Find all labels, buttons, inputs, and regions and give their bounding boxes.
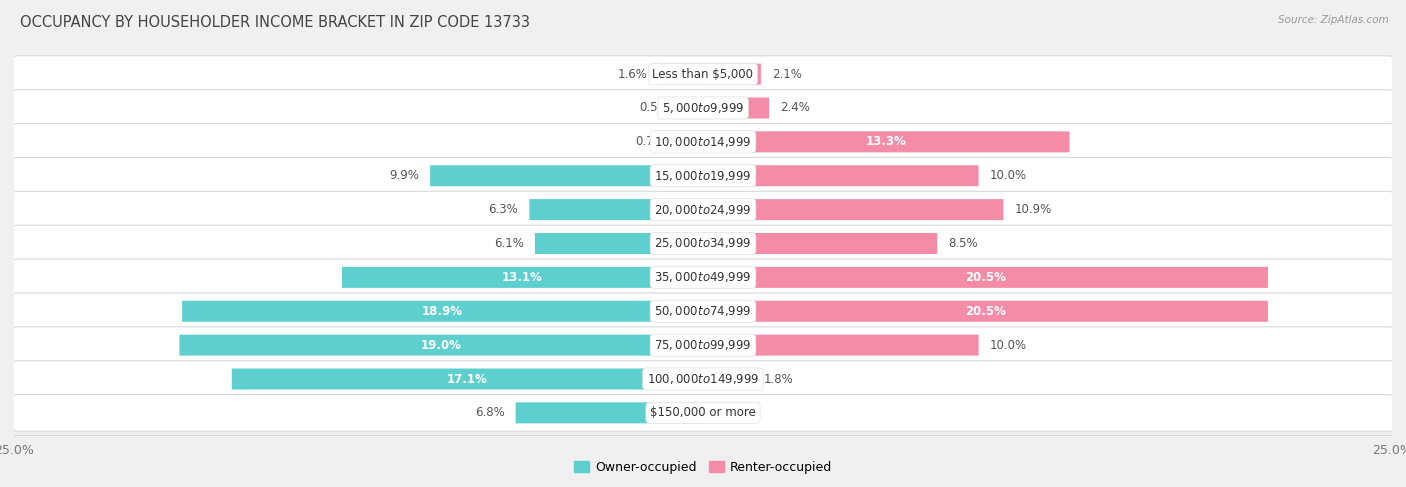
Text: $5,000 to $9,999: $5,000 to $9,999 (662, 101, 744, 115)
FancyBboxPatch shape (11, 259, 1395, 296)
FancyBboxPatch shape (688, 97, 703, 118)
FancyBboxPatch shape (703, 165, 979, 186)
Legend: Owner-occupied, Renter-occupied: Owner-occupied, Renter-occupied (568, 456, 838, 479)
Text: $10,000 to $14,999: $10,000 to $14,999 (654, 135, 752, 149)
FancyBboxPatch shape (11, 361, 1395, 397)
Text: 17.1%: 17.1% (447, 373, 488, 386)
Text: $50,000 to $74,999: $50,000 to $74,999 (654, 304, 752, 318)
Text: 10.0%: 10.0% (990, 169, 1026, 182)
FancyBboxPatch shape (11, 157, 1395, 194)
FancyBboxPatch shape (516, 402, 703, 423)
FancyBboxPatch shape (232, 369, 703, 390)
FancyBboxPatch shape (534, 233, 703, 254)
Text: $75,000 to $99,999: $75,000 to $99,999 (654, 338, 752, 352)
Text: $25,000 to $34,999: $25,000 to $34,999 (654, 237, 752, 250)
Text: $150,000 or more: $150,000 or more (650, 406, 756, 419)
FancyBboxPatch shape (11, 124, 1395, 160)
FancyBboxPatch shape (703, 233, 938, 254)
FancyBboxPatch shape (703, 369, 752, 390)
FancyBboxPatch shape (703, 97, 769, 118)
Text: 0.72%: 0.72% (636, 135, 672, 149)
FancyBboxPatch shape (11, 394, 1395, 431)
FancyBboxPatch shape (183, 301, 703, 322)
Text: 13.1%: 13.1% (502, 271, 543, 284)
FancyBboxPatch shape (11, 191, 1395, 228)
Text: $20,000 to $24,999: $20,000 to $24,999 (654, 203, 752, 217)
Text: 20.5%: 20.5% (965, 305, 1005, 318)
FancyBboxPatch shape (11, 90, 1395, 126)
Text: 0.0%: 0.0% (714, 406, 744, 419)
FancyBboxPatch shape (703, 64, 761, 85)
FancyBboxPatch shape (11, 225, 1395, 262)
Text: 18.9%: 18.9% (422, 305, 463, 318)
Text: 19.0%: 19.0% (420, 338, 461, 352)
Text: 10.0%: 10.0% (990, 338, 1026, 352)
Text: 1.8%: 1.8% (763, 373, 793, 386)
FancyBboxPatch shape (703, 131, 1070, 152)
FancyBboxPatch shape (11, 327, 1395, 363)
FancyBboxPatch shape (430, 165, 703, 186)
Text: 6.8%: 6.8% (475, 406, 505, 419)
Text: 6.3%: 6.3% (489, 203, 519, 216)
Text: 9.9%: 9.9% (389, 169, 419, 182)
Text: 8.5%: 8.5% (948, 237, 979, 250)
FancyBboxPatch shape (11, 56, 1395, 93)
Text: Source: ZipAtlas.com: Source: ZipAtlas.com (1278, 15, 1389, 25)
Text: 1.6%: 1.6% (619, 68, 648, 81)
Text: $15,000 to $19,999: $15,000 to $19,999 (654, 169, 752, 183)
Text: 20.5%: 20.5% (965, 271, 1005, 284)
Text: 10.9%: 10.9% (1014, 203, 1052, 216)
FancyBboxPatch shape (342, 267, 703, 288)
FancyBboxPatch shape (180, 335, 703, 356)
FancyBboxPatch shape (659, 64, 703, 85)
Text: 0.57%: 0.57% (640, 101, 676, 114)
Text: $35,000 to $49,999: $35,000 to $49,999 (654, 270, 752, 284)
FancyBboxPatch shape (703, 301, 1268, 322)
FancyBboxPatch shape (11, 293, 1395, 330)
Text: $100,000 to $149,999: $100,000 to $149,999 (647, 372, 759, 386)
Text: OCCUPANCY BY HOUSEHOLDER INCOME BRACKET IN ZIP CODE 13733: OCCUPANCY BY HOUSEHOLDER INCOME BRACKET … (20, 15, 530, 30)
Text: 2.1%: 2.1% (772, 68, 801, 81)
Text: Less than $5,000: Less than $5,000 (652, 68, 754, 81)
FancyBboxPatch shape (703, 199, 1004, 220)
FancyBboxPatch shape (703, 267, 1268, 288)
Text: 6.1%: 6.1% (494, 237, 524, 250)
FancyBboxPatch shape (683, 131, 703, 152)
FancyBboxPatch shape (530, 199, 703, 220)
FancyBboxPatch shape (703, 335, 979, 356)
Text: 13.3%: 13.3% (866, 135, 907, 149)
Text: 2.4%: 2.4% (780, 101, 810, 114)
